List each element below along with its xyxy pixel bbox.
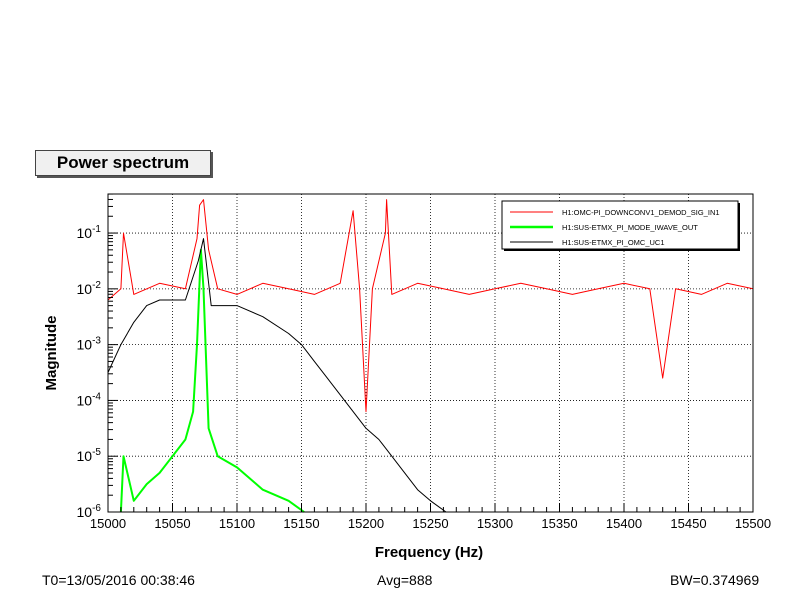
y-axis-label: Magnitude [43, 316, 60, 391]
footer-avg: Avg=888 [377, 572, 433, 588]
x-tick-label: 15350 [541, 516, 577, 531]
x-tick-label: 15450 [670, 516, 706, 531]
legend-label: H1:SUS-ETMX_PI_OMC_UC1 [562, 238, 665, 247]
legend-label: H1:SUS-ETMX_PI_MODE_IWAVE_OUT [562, 223, 698, 232]
x-tick-label: 15050 [154, 516, 190, 531]
y-tick-label: 10-2 [77, 280, 102, 297]
x-tick-label: 15400 [606, 516, 642, 531]
y-tick-labels: 10-1 10-2 10-3 10-4 10-5 10-6 [77, 224, 102, 520]
x-tick-label: 15150 [283, 516, 319, 531]
y-tick-label: 10-3 [77, 336, 102, 353]
y-tick-label: 10-1 [77, 224, 102, 241]
x-tick-label: 15300 [477, 516, 513, 531]
series-line-omc-demod [107, 199, 754, 413]
x-tick-label: 15250 [412, 516, 448, 531]
chart-title: Power spectrum [35, 150, 211, 176]
x-tick-labels: 15000 15050 15100 15150 15200 15250 15300 15350… [90, 516, 771, 531]
y-tick-label: 10-4 [77, 391, 102, 408]
series-layer [107, 199, 754, 513]
x-axis-label: Frequency (Hz) [375, 544, 483, 561]
x-tick-label: 15100 [219, 516, 255, 531]
x-tick-label: 15000 [90, 516, 126, 531]
footer-t0: T0=13/05/2016 00:38:46 [42, 572, 195, 588]
legend-label: H1:OMC-PI_DOWNCONV1_DEMOD_SIG_IN1 [562, 208, 720, 217]
series-line-omc-uc1 [107, 238, 447, 513]
x-tick-label: 15500 [735, 516, 771, 531]
footer-bw: BW=0.374969 [670, 572, 760, 588]
y-tick-label: 10-6 [77, 503, 102, 520]
y-tick-label: 10-5 [77, 447, 102, 464]
axis-ticks [107, 193, 754, 513]
legend: H1:OMC-PI_DOWNCONV1_DEMOD_SIG_IN1 H1:SUS-… [501, 200, 740, 251]
series-line-iwave-out [119, 248, 305, 513]
x-tick-label: 15200 [348, 516, 384, 531]
